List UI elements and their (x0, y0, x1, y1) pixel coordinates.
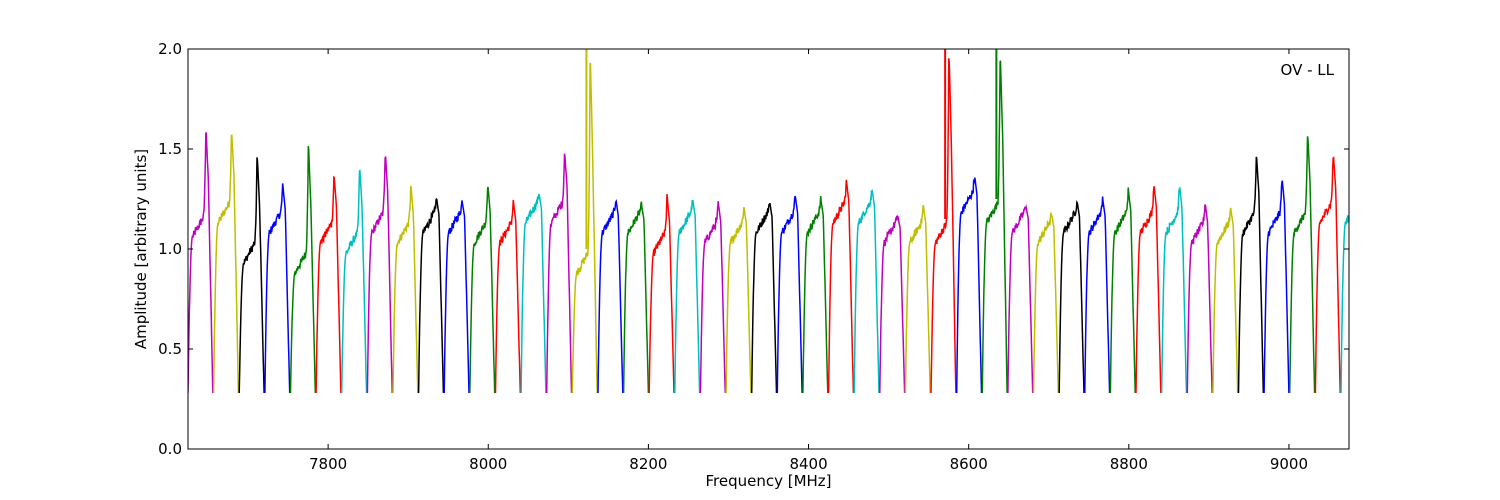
annotation-label: OV - LL (1281, 61, 1335, 79)
channel-trace (212, 134, 240, 394)
channel-trace (1340, 214, 1349, 394)
channel-trace (802, 195, 829, 394)
channel-trace (827, 179, 855, 394)
ticks-layer: 7800 8000 8200 8400 8600 8800 9000 0.0 0.5 1.0 1.5… (158, 40, 1349, 473)
y-tick-label: 1.0 (158, 240, 182, 258)
series-layer (188, 49, 1349, 394)
channel-trace (520, 193, 547, 394)
channel-trace (1109, 187, 1136, 394)
y-tick-label: 0.0 (158, 440, 182, 458)
channel-trace (1084, 196, 1111, 394)
channel-trace (315, 175, 342, 394)
channel-trace (622, 201, 650, 394)
y-tick-label: 1.5 (158, 140, 182, 158)
channel-trace (340, 169, 368, 394)
channel-trace (238, 157, 265, 394)
channel-trace (904, 204, 931, 394)
channel-trace (1314, 156, 1341, 394)
channel-trace (1007, 203, 1034, 394)
x-tick-label: 8400 (789, 455, 827, 473)
channel-trace (981, 60, 1008, 394)
channel-trace (366, 156, 393, 394)
channel-trace (853, 189, 880, 394)
channel-trace (674, 199, 701, 394)
channel-trace (1058, 199, 1085, 394)
x-tick-label: 7800 (309, 455, 347, 473)
y-tick-label: 2.0 (158, 40, 182, 58)
x-tick-label: 8200 (629, 455, 667, 473)
channel-trace (469, 186, 496, 394)
y-tick-label: 0.5 (158, 340, 182, 358)
channel-trace (188, 132, 214, 394)
channel-trace (417, 197, 445, 394)
channel-trace (725, 207, 752, 394)
channel-trace (699, 201, 727, 394)
channel-trace (1237, 156, 1265, 394)
channel-trace (879, 215, 906, 394)
x-tick-label: 8800 (1110, 455, 1148, 473)
x-tick-label: 9000 (1270, 455, 1308, 473)
channel-trace (571, 62, 598, 394)
channel-trace (648, 194, 675, 394)
channel-trace (264, 183, 291, 394)
x-tick-label: 8600 (950, 455, 988, 473)
channel-trace (597, 198, 624, 394)
channel-trace (443, 200, 470, 394)
channel-trace (1135, 186, 1162, 394)
channel-trace (1032, 212, 1060, 394)
channel-trace (545, 153, 573, 394)
channel-trace (955, 177, 983, 394)
channel-trace (392, 185, 419, 394)
x-tick-label: 8000 (469, 455, 507, 473)
channel-trace (1212, 207, 1239, 394)
channel-trace (1288, 136, 1316, 394)
channel-trace (776, 195, 803, 394)
channel-trace (494, 199, 522, 394)
x-axis-label: Frequency [MHz] (705, 472, 831, 490)
channel-trace (750, 202, 778, 394)
y-axis-label: Amplitude [arbitrary units] (132, 149, 150, 349)
channel-trace (289, 146, 317, 394)
channel-trace (1186, 204, 1213, 394)
channel-trace (1160, 186, 1188, 394)
channel-trace (930, 58, 957, 394)
channel-trace (1263, 180, 1290, 394)
